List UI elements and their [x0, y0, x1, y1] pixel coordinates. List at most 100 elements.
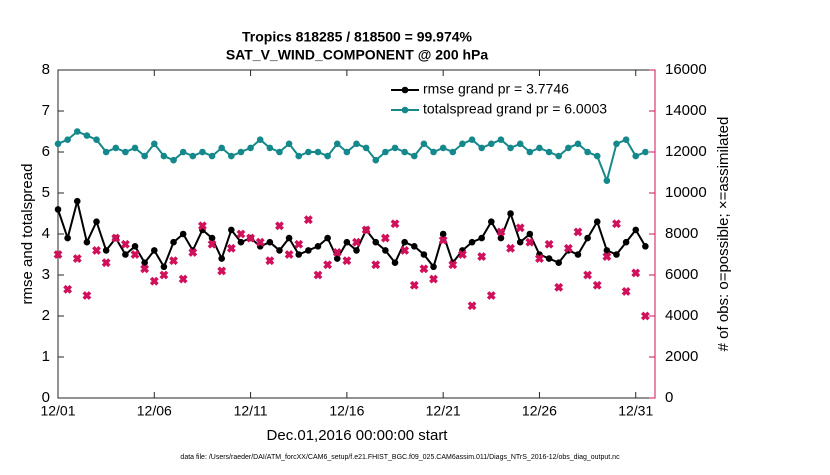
- point-marker: [478, 144, 485, 152]
- chart-title: Tropics 818285 / 818500 = 99.974%: [242, 29, 473, 45]
- point-marker: [497, 234, 505, 242]
- point-marker: [343, 238, 351, 246]
- obs-marker: [130, 250, 140, 259]
- point-marker: [179, 230, 187, 238]
- y-tick-label: 5: [42, 184, 50, 201]
- point-marker: [64, 136, 71, 143]
- y2-tick-label: 0: [665, 389, 673, 406]
- point-marker: [170, 238, 177, 246]
- point-marker: [83, 238, 91, 246]
- point-marker: [555, 152, 563, 160]
- y2-tick-label: 10000: [665, 184, 707, 201]
- point-marker: [237, 238, 245, 246]
- point-marker: [112, 144, 120, 152]
- point-marker: [131, 144, 139, 152]
- point-marker: [179, 148, 187, 156]
- point-marker: [141, 152, 148, 160]
- point-marker: [285, 234, 293, 242]
- y2-tick-label: 6000: [665, 266, 698, 283]
- point-marker: [314, 243, 322, 250]
- point-marker: [324, 234, 331, 242]
- obs-marker: [612, 219, 621, 229]
- point-marker: [603, 247, 611, 254]
- obs-marker: [477, 252, 487, 261]
- x-tick-label: 12/11: [234, 403, 268, 419]
- point-marker: [372, 156, 380, 164]
- obs-marker: [515, 223, 525, 233]
- y-tick-label: 0: [42, 389, 50, 406]
- legend-box: [387, 78, 649, 124]
- obs-marker: [111, 233, 121, 243]
- point-marker: [642, 148, 649, 156]
- y2-tick-label: 16000: [665, 61, 707, 78]
- obs-marker: [640, 311, 650, 321]
- point-marker: [584, 234, 591, 242]
- obs-marker: [438, 235, 448, 245]
- point-marker: [622, 238, 630, 246]
- x-axis-label: Dec.01,2016 00:00:00 start: [267, 427, 449, 444]
- x-tick-label: 12/26: [522, 403, 557, 419]
- point-marker: [430, 263, 437, 271]
- point-marker: [362, 144, 370, 152]
- y2-tick-label: 2000: [665, 348, 698, 365]
- point-marker: [459, 140, 466, 148]
- obs-marker: [342, 256, 352, 266]
- point-marker: [353, 247, 360, 254]
- point-marker: [410, 243, 418, 250]
- y2-tick-label: 12000: [665, 143, 707, 160]
- obs-marker: [226, 243, 236, 253]
- obs-marker: [178, 274, 188, 284]
- obs-marker: [583, 270, 593, 280]
- point-marker: [218, 144, 225, 152]
- y2-tick-label: 4000: [665, 307, 698, 324]
- y-tick-label: 1: [42, 348, 50, 365]
- point-marker: [141, 259, 148, 267]
- point-marker: [276, 247, 283, 254]
- point-marker: [285, 140, 293, 148]
- point-marker: [150, 247, 158, 254]
- point-marker: [218, 255, 225, 262]
- obs-marker: [217, 266, 227, 276]
- obs-marker: [592, 280, 602, 290]
- point-marker: [189, 152, 197, 160]
- point-marker: [574, 140, 582, 148]
- point-marker: [507, 210, 514, 217]
- y-tick-label: 4: [42, 225, 50, 242]
- point-marker: [622, 136, 630, 143]
- obs-marker: [371, 260, 381, 270]
- point-marker: [613, 251, 620, 258]
- point-marker: [54, 140, 62, 148]
- point-marker: [170, 156, 177, 164]
- legend-label: rmse grand pr = 3.7746: [423, 81, 569, 97]
- y2-tick-label: 14000: [665, 102, 707, 119]
- y-tick-label: 3: [42, 266, 50, 283]
- point-marker: [603, 177, 611, 184]
- point-marker: [430, 148, 437, 156]
- x-tick-label: 12/21: [426, 403, 461, 419]
- point-marker: [122, 148, 129, 156]
- point-marker: [593, 218, 601, 225]
- point-marker: [565, 144, 572, 152]
- obs-marker: [486, 291, 496, 300]
- point-marker: [391, 144, 399, 152]
- point-marker: [593, 152, 601, 160]
- point-marker: [584, 148, 591, 156]
- point-marker: [64, 234, 71, 242]
- obs-marker: [448, 260, 458, 270]
- point-marker: [256, 136, 264, 143]
- point-marker: [478, 234, 485, 242]
- point-marker: [555, 259, 563, 267]
- point-marker: [305, 247, 312, 254]
- point-marker: [102, 148, 110, 156]
- point-marker: [536, 144, 543, 152]
- point-marker: [54, 206, 62, 213]
- point-marker: [150, 140, 158, 148]
- point-marker: [401, 238, 408, 246]
- obs-marker: [255, 237, 265, 247]
- point-marker: [266, 238, 274, 246]
- obs-marker: [400, 245, 410, 255]
- point-marker: [439, 230, 447, 238]
- point-marker: [516, 140, 524, 148]
- point-marker: [93, 218, 100, 225]
- obs-marker: [149, 276, 159, 286]
